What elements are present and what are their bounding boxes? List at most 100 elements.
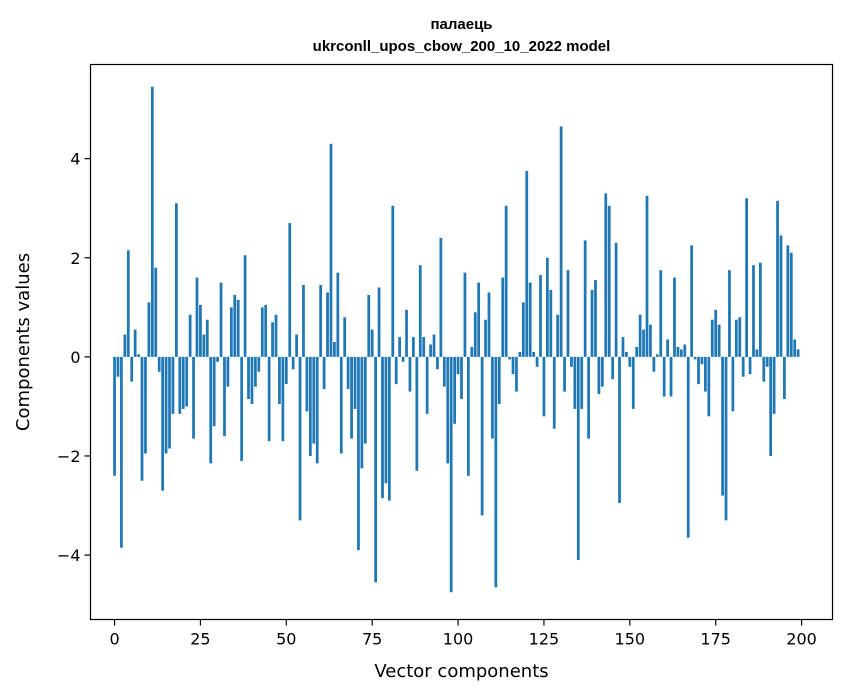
bar-18 — [175, 203, 178, 357]
bar-135 — [576, 356, 580, 561]
bar-52 — [291, 356, 295, 370]
bar-115 — [508, 356, 511, 360]
bar-154 — [642, 329, 645, 357]
bar-88 — [415, 356, 419, 471]
bar-48 — [278, 356, 281, 404]
x-tick-label: 0 — [109, 630, 119, 649]
y-tick-label: 2 — [70, 249, 80, 268]
bar-72 — [360, 356, 364, 469]
bar-183 — [741, 356, 745, 377]
bar-101 — [460, 356, 463, 399]
bar-122 — [532, 351, 536, 357]
bar-87 — [412, 337, 415, 357]
bar-181 — [734, 319, 738, 357]
bar-179 — [728, 270, 731, 357]
bar-29 — [212, 356, 216, 427]
bar-189 — [762, 356, 766, 382]
bar-35 — [233, 294, 237, 357]
bar-124 — [539, 275, 542, 357]
bar-61 — [322, 356, 326, 390]
bar-54 — [298, 356, 302, 521]
bar-series — [113, 86, 800, 593]
x-tick-label: 75 — [362, 630, 382, 649]
bar-3 — [123, 334, 127, 357]
bar-51 — [288, 223, 292, 357]
bar-27 — [205, 319, 209, 357]
bar-16 — [168, 356, 171, 449]
bar-69 — [350, 356, 353, 439]
bar-117 — [515, 356, 518, 392]
bar-123 — [535, 356, 539, 367]
bar-136 — [580, 356, 584, 409]
bar-28 — [209, 356, 213, 464]
bar-64 — [333, 342, 336, 357]
bar-107 — [480, 356, 484, 516]
bar-84 — [401, 356, 405, 362]
bar-43 — [260, 307, 264, 357]
bar-180 — [731, 356, 735, 412]
bar-1 — [116, 356, 120, 377]
bar-94 — [436, 356, 439, 370]
bar-46 — [271, 322, 274, 357]
y-axis-ticks: −4 −2 0 2 4 — [57, 150, 91, 565]
bar-109 — [487, 292, 491, 357]
y-axis-label: Components values — [13, 253, 34, 431]
bar-0 — [113, 356, 116, 476]
bar-171 — [700, 356, 704, 365]
bar-12 — [154, 267, 158, 357]
bar-58 — [312, 356, 316, 444]
bar-39 — [247, 356, 250, 399]
bar-127 — [549, 289, 553, 357]
bar-85 — [405, 309, 408, 357]
bar-11 — [150, 86, 154, 357]
bar-187 — [755, 349, 759, 357]
x-tick-label: 100 — [443, 630, 474, 649]
bar-170 — [697, 356, 700, 385]
bar-70 — [353, 356, 357, 409]
bar-130 — [559, 126, 563, 357]
bar-104 — [470, 346, 474, 357]
x-axis-ticks: 0 25 50 75 100 125 150 175 200 — [109, 619, 817, 649]
bar-77 — [377, 287, 381, 357]
bar-177 — [721, 356, 724, 496]
bar-143 — [604, 193, 608, 357]
bar-60 — [319, 285, 323, 357]
bar-151 — [631, 356, 635, 409]
bar-156 — [649, 324, 652, 357]
bar-166 — [683, 344, 687, 357]
y-tick-label: 4 — [70, 150, 80, 169]
bar-126 — [546, 257, 549, 357]
bar-169 — [693, 356, 697, 360]
bar-32 — [223, 356, 226, 437]
bar-73 — [363, 356, 367, 444]
bar-63 — [329, 143, 333, 357]
y-tick-label: 0 — [70, 348, 80, 367]
bar-66 — [339, 356, 343, 454]
bar-90 — [422, 337, 426, 357]
bar-190 — [765, 356, 769, 367]
bar-137 — [583, 240, 587, 357]
bar-40 — [250, 356, 254, 404]
bar-120 — [525, 171, 529, 357]
bar-13 — [157, 356, 161, 372]
bar-86 — [408, 356, 412, 392]
bar-89 — [418, 265, 422, 357]
bar-116 — [511, 356, 515, 375]
bar-199 — [796, 349, 800, 357]
bar-99 — [453, 356, 457, 424]
bar-163 — [673, 277, 676, 357]
bar-167 — [686, 356, 690, 538]
bar-118 — [518, 351, 522, 357]
bar-83 — [398, 337, 402, 357]
bar-157 — [652, 356, 656, 372]
bar-34 — [229, 307, 233, 357]
bar-65 — [336, 272, 340, 357]
bar-44 — [264, 304, 268, 357]
bar-82 — [394, 356, 398, 385]
y-tick-label: −4 — [57, 546, 81, 565]
bar-9 — [144, 356, 147, 454]
bar-30 — [216, 356, 219, 362]
bar-194 — [779, 235, 783, 357]
x-tick-label: 150 — [615, 630, 646, 649]
